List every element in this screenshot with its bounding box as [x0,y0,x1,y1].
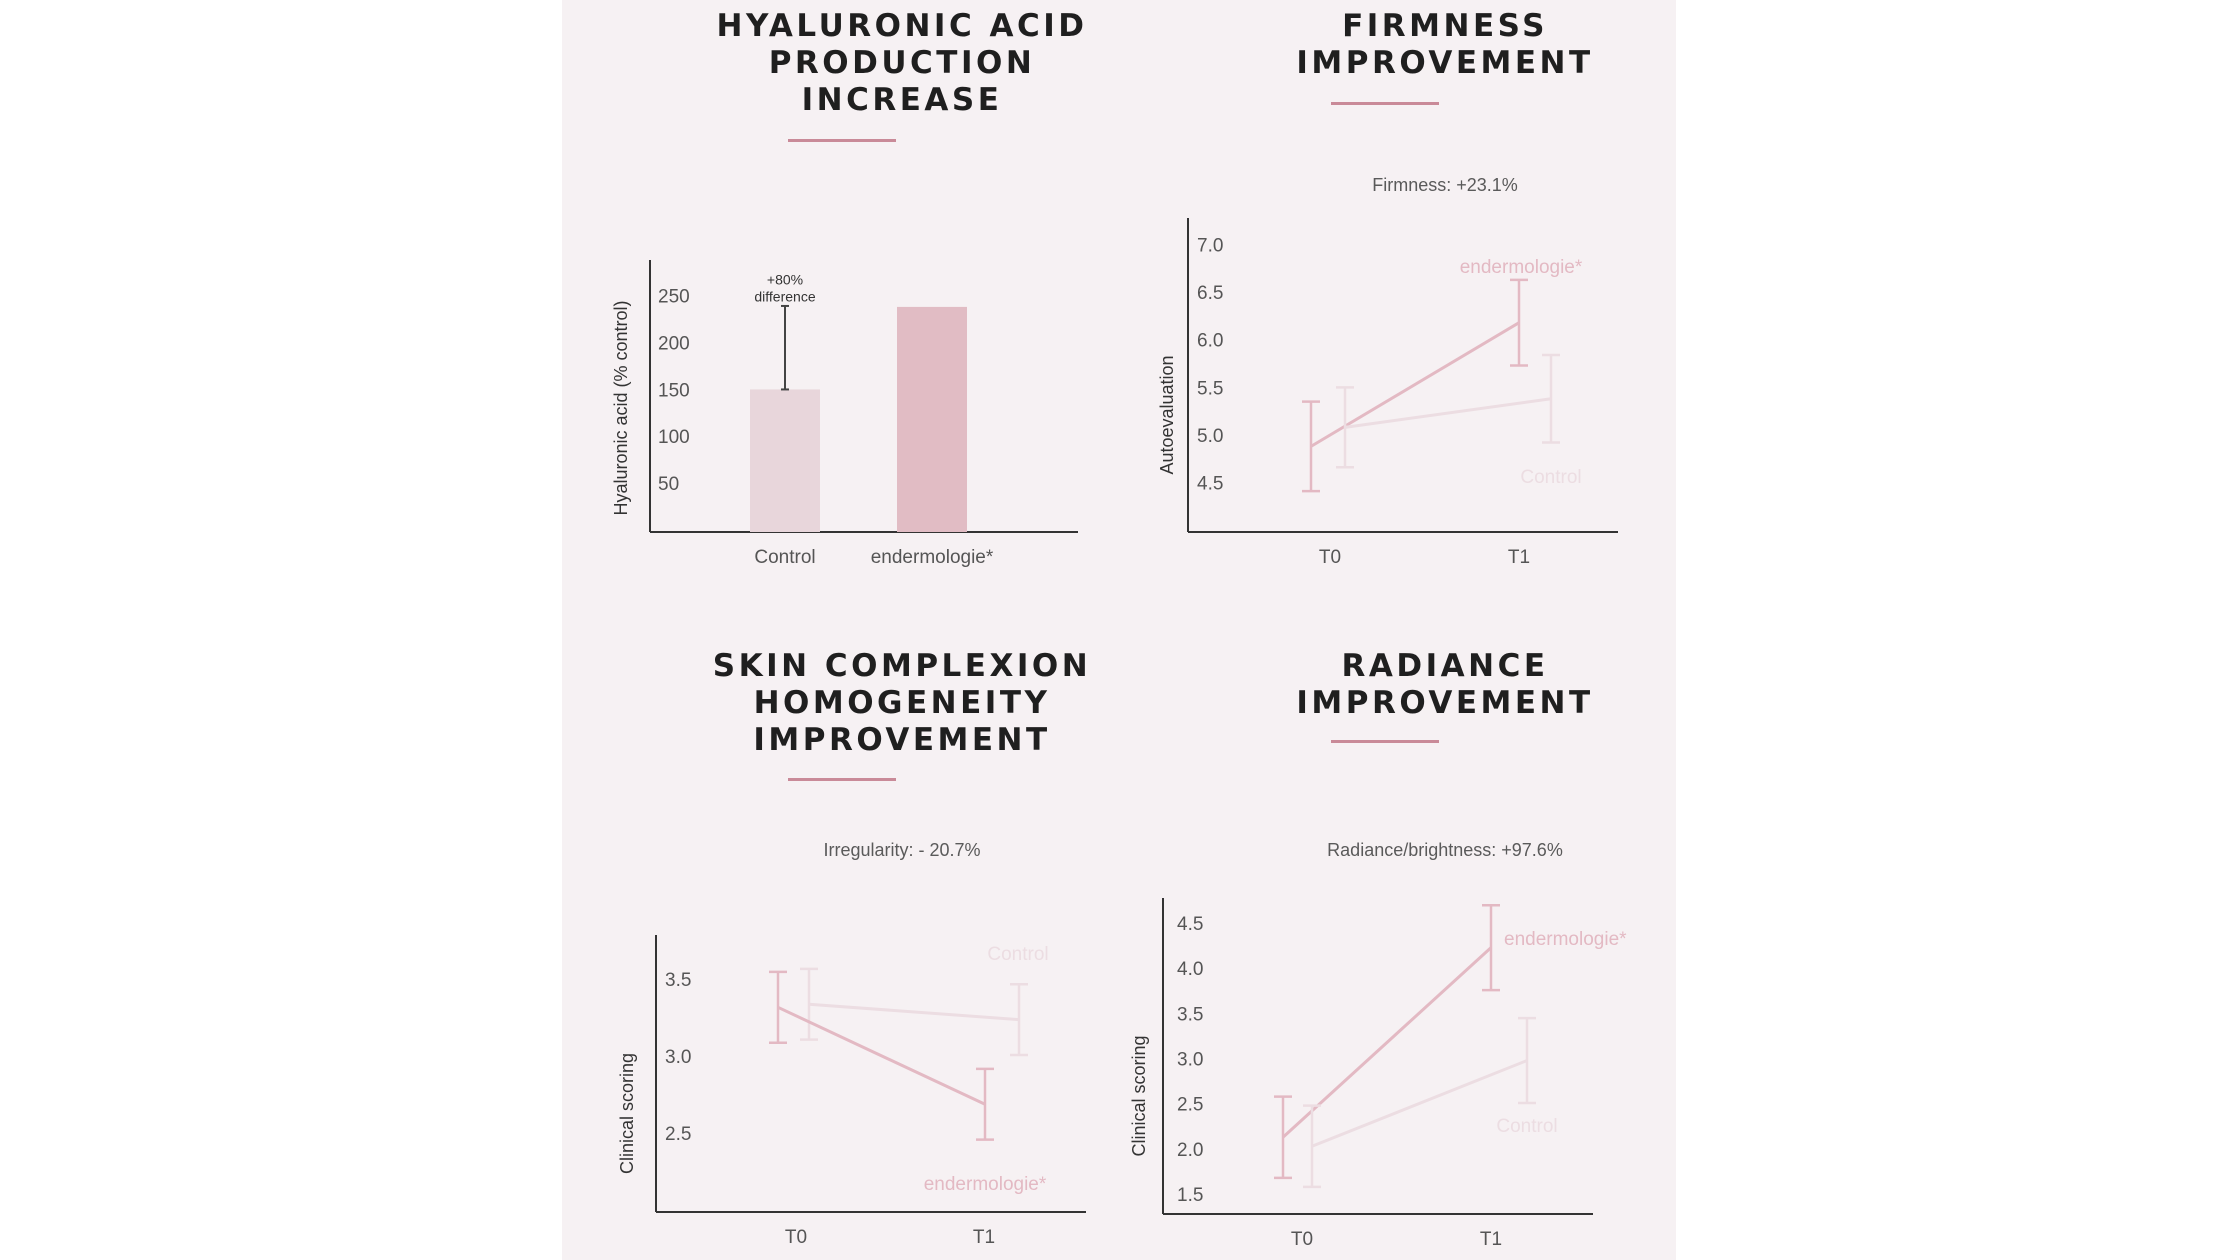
y-tick-label: 5.5 [1197,378,1223,399]
x-tick-label: T1 [1508,547,1530,568]
y-axis-label: Clinical scoring [1129,1035,1149,1156]
annotation-line1: +80% [767,272,803,288]
x-tick-label: T1 [1480,1229,1502,1250]
series-line-0 [808,1002,1020,1022]
y-axis-label: Clinical scoring [617,1053,637,1174]
series-line-1 [1344,397,1552,429]
x-tick-label: T0 [1319,547,1341,568]
legend-label-0: Control [987,944,1048,965]
legend-label-0: endermologie* [1460,257,1583,278]
x-tick-label: endermologie* [871,547,994,568]
bar-0 [750,389,820,532]
title-underline [1331,740,1439,743]
y-axis-label: Hyaluronic acid (% control) [611,300,631,515]
y-tick-label: 4.5 [1177,914,1203,935]
title-underline [1331,102,1439,105]
chart-title-radiance: RADIANCE IMPROVEMENT [1296,648,1594,721]
y-tick-label: 150 [658,380,690,401]
legend-label-0: endermologie* [1504,929,1627,950]
y-tick-label: 4.5 [1197,473,1223,494]
y-tick-label: 250 [658,287,690,308]
title-underline [788,778,896,781]
x-tick-label: Control [754,547,815,568]
y-tick-label: 6.0 [1197,331,1223,352]
x-tick-label: T1 [973,1227,995,1248]
y-tick-label: 100 [658,427,690,448]
y-tick-label: 50 [658,474,679,495]
series-line-0 [1281,946,1493,1139]
y-tick-label: 5.0 [1197,426,1223,447]
chart-subtitle-radiance: Radiance/brightness: +97.6% [1327,840,1563,860]
series-line-1 [777,1005,986,1106]
series-line-0 [1310,321,1520,448]
bar-1 [897,306,967,532]
y-tick-label: 3.0 [1177,1050,1203,1071]
y-tick-label: 3.0 [665,1047,691,1068]
chart-subtitle-firmness: Firmness: +23.1% [1372,175,1518,195]
y-tick-label: 6.5 [1197,283,1223,304]
chart-title-hyaluronic: HYALURONIC ACID PRODUCTION INCREASE [716,8,1088,118]
legend-label-1: Control [1496,1116,1557,1137]
y-tick-label: 3.5 [1177,1004,1203,1025]
chart-subtitle-complexion: Irregularity: - 20.7% [823,840,981,860]
y-tick-label: 200 [658,333,690,354]
title-underline [788,139,896,142]
annotation-line2: difference [754,289,815,305]
infographic-panel: HYALURONIC ACID PRODUCTION INCREASE FIRM… [562,0,1676,1260]
y-tick-label: 7.0 [1197,236,1223,257]
x-tick-label: T0 [785,1227,807,1248]
chart-title-complexion: SKIN COMPLEXION HOMOGENEITY IMPROVEMENT [712,648,1092,758]
y-axis-label: Autoevaluation [1157,355,1177,474]
chart-title-firmness: FIRMNESS IMPROVEMENT [1296,8,1594,81]
x-tick-label: T0 [1291,1229,1313,1250]
y-tick-label: 4.0 [1177,959,1203,980]
legend-label-1: Control [1520,467,1581,488]
legend-label-1: endermologie* [924,1174,1047,1195]
y-tick-label: 2.0 [1177,1140,1203,1161]
y-tick-label: 2.5 [1177,1095,1203,1116]
y-tick-label: 2.5 [665,1124,691,1145]
series-line-1 [1311,1059,1528,1148]
y-tick-label: 3.5 [665,970,691,991]
y-tick-label: 1.5 [1177,1185,1203,1206]
